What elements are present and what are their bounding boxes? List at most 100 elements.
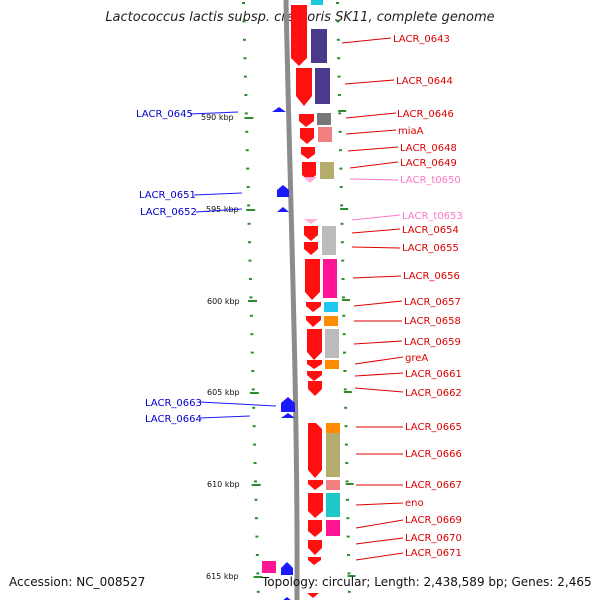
label-lacr-0649[interactable]: LACR_0649 xyxy=(400,158,457,169)
ruler-major-tick xyxy=(246,209,256,211)
gene-arrow-lacr-0651[interactable] xyxy=(277,185,289,197)
gene-arrow-eno[interactable] xyxy=(308,493,323,518)
ruler-tick-outer xyxy=(347,572,351,575)
ruler-tick-outer xyxy=(346,517,350,520)
ruler-tick xyxy=(242,38,246,41)
cog-block-lacr-0665 xyxy=(326,423,340,433)
ruler-major-tick-outer xyxy=(343,391,352,393)
ruler-label-590: 590 kbp xyxy=(201,113,234,122)
label-lacr-0646[interactable]: LACR_0646 xyxy=(397,109,454,120)
label-lacr-0648[interactable]: LACR_0648 xyxy=(400,143,457,154)
leader-lacr-0651 xyxy=(193,192,243,196)
leader-lacr-0661 xyxy=(354,372,404,377)
label-lacr-0665[interactable]: LACR_0665 xyxy=(405,422,462,433)
gene-arrow-lacr-0652[interactable] xyxy=(277,207,289,212)
label-lacr-t0653[interactable]: LACR_t0653 xyxy=(402,211,463,222)
ruler-major-tick xyxy=(253,576,263,578)
gene-arrow-lacr-0648[interactable] xyxy=(301,147,315,159)
gene-arrow-lacr-0643[interactable] xyxy=(291,5,307,66)
cog-block-lacr-0658 xyxy=(324,316,338,326)
leader-lacr-0655 xyxy=(351,246,401,249)
label-lacr-0670[interactable]: LACR_0670 xyxy=(405,533,462,544)
gene-arrow-lacr-0662[interactable] xyxy=(308,381,322,396)
ruler-tick-outer xyxy=(342,314,346,317)
label-lacr-0661[interactable]: LACR_0661 xyxy=(405,369,462,380)
ruler-tick xyxy=(254,480,258,483)
label-lacr-0671[interactable]: LACR_0671 xyxy=(405,548,462,559)
label-lacr-0659[interactable]: LACR_0659 xyxy=(404,337,461,348)
gene-arrow-lacr-0644[interactable] xyxy=(296,68,312,106)
label-lacr-0667[interactable]: LACR_0667 xyxy=(405,480,462,491)
gene-arrow-lacr-0655[interactable] xyxy=(304,242,318,255)
ruler-tick-outer xyxy=(338,149,342,152)
ruler-tick xyxy=(242,20,246,23)
label-lacr-0658[interactable]: LACR_0658 xyxy=(404,316,461,327)
gene-arrow-lacr-0645[interactable] xyxy=(272,107,286,112)
ruler-tick-outer xyxy=(336,2,340,4)
gene-arrow-lacr-0664[interactable] xyxy=(281,413,295,418)
gene-arrow-lacr-0658[interactable] xyxy=(306,316,321,327)
gene-arrow-lacr-0665[interactable] xyxy=(308,423,322,478)
rna-arrow-lacr-t0650[interactable] xyxy=(303,177,317,183)
ruler-tick-outer xyxy=(339,167,343,170)
leader-lacr-0670 xyxy=(355,537,404,545)
cog-block-bottom-left xyxy=(262,561,276,573)
ruler-tick xyxy=(253,443,257,446)
ruler-tick xyxy=(252,406,256,409)
gene-arrow-lacr-0661[interactable] xyxy=(307,371,322,381)
leader-lacr-0646 xyxy=(345,112,397,119)
gene-arrow-lacr-0649[interactable] xyxy=(302,162,316,181)
label-lacr-0645[interactable]: LACR_0645 xyxy=(136,109,193,120)
ruler-tick-outer xyxy=(347,554,351,556)
label-lacr-t0650[interactable]: LACR_t0650 xyxy=(400,175,461,186)
gene-arrow-lacr-0663[interactable] xyxy=(281,397,295,412)
gene-arrow-lacr-0669[interactable] xyxy=(308,520,322,537)
label-eno[interactable]: eno xyxy=(405,498,424,509)
gene-arrow-lacr-0670[interactable] xyxy=(308,540,322,555)
ruler-tick-outer xyxy=(339,186,343,188)
ruler-tick xyxy=(249,314,253,317)
gene-arrow-miaa[interactable] xyxy=(300,128,314,144)
leader-lacr-0657 xyxy=(353,300,403,307)
ruler-tick-outer xyxy=(345,462,349,464)
ruler-tick-outer xyxy=(343,351,347,354)
gene-arrow-lacr-0667[interactable] xyxy=(308,480,323,490)
label-lacr-0663[interactable]: LACR_0663 xyxy=(145,398,202,409)
gene-arrow-lacr-0646[interactable] xyxy=(299,114,314,127)
label-lacr-0666[interactable]: LACR_0666 xyxy=(405,449,462,460)
label-lacr-0662[interactable]: LACR_0662 xyxy=(405,388,462,399)
gene-arrow-bottom[interactable] xyxy=(307,593,319,598)
label-lacr-0664[interactable]: LACR_0664 xyxy=(145,414,202,425)
cog-block-lacr-0643 xyxy=(311,29,327,63)
label-miaa[interactable]: miaA xyxy=(398,126,424,137)
rna-arrow-lacr-t0653[interactable] xyxy=(304,219,318,224)
gene-arrow-bottom-forward-2[interactable] xyxy=(282,597,292,600)
label-lacr-0652[interactable]: LACR_0652 xyxy=(140,207,197,218)
ruler-tick-outer xyxy=(338,112,342,115)
cog-block-lacr-0659 xyxy=(325,329,339,358)
gene-arrow-lacr-0657[interactable] xyxy=(306,302,321,312)
label-lacr-0643[interactable]: LACR_0643 xyxy=(393,34,450,45)
gene-arrow-lacr-0656[interactable] xyxy=(305,259,320,300)
label-lacr-0644[interactable]: LACR_0644 xyxy=(396,76,453,87)
label-lacr-0669[interactable]: LACR_0669 xyxy=(405,515,462,526)
label-lacr-0655[interactable]: LACR_0655 xyxy=(402,243,459,254)
ruler-label-610: 610 kbp xyxy=(207,480,240,489)
ruler-tick xyxy=(244,94,248,96)
gene-arrow-lacr-0671[interactable] xyxy=(308,557,321,565)
gene-arrow-lacr-0659[interactable] xyxy=(307,329,322,360)
leader-lacr-0654 xyxy=(351,228,401,234)
accession-text: Accession: NC_008527 xyxy=(9,575,146,589)
gene-arrow-lacr-0654[interactable] xyxy=(304,226,318,241)
label-grea[interactable]: greA xyxy=(405,353,428,364)
ruler-tick xyxy=(250,351,254,354)
label-lacr-0654[interactable]: LACR_0654 xyxy=(402,225,459,236)
gene-arrow-bottom-forward[interactable] xyxy=(281,562,293,575)
label-lacr-0656[interactable]: LACR_0656 xyxy=(403,271,460,282)
gene-arrow-grea[interactable] xyxy=(307,360,322,369)
label-lacr-0657[interactable]: LACR_0657 xyxy=(404,297,461,308)
ruler-tick xyxy=(254,517,258,520)
label-lacr-0651[interactable]: LACR_0651 xyxy=(139,190,196,201)
ruler-tick-outer xyxy=(337,75,341,78)
